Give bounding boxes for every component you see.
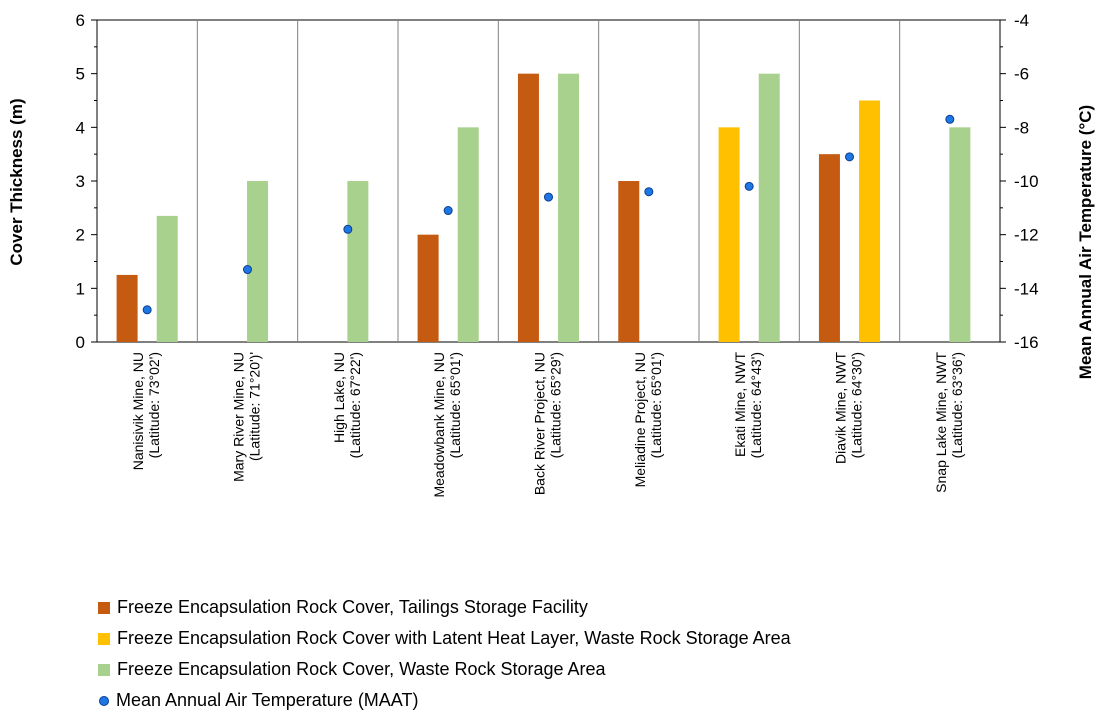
- bar: [949, 127, 971, 342]
- category-label-line: Meadowbank Mine, NU: [431, 352, 447, 498]
- bar: [618, 181, 640, 342]
- bar: [457, 127, 479, 342]
- category-label-line: (Latitude: 64°30'): [849, 352, 865, 458]
- maat-point: [142, 305, 152, 315]
- bar: [347, 181, 369, 342]
- category-separators: [196, 20, 901, 342]
- left-tick-label: 5: [76, 65, 85, 84]
- right-tick-label: -6: [1014, 65, 1029, 84]
- category-label-line: High Lake, NU: [331, 352, 347, 443]
- maat-point: [744, 181, 754, 191]
- category-label: Diavik Mine, NWT (Latitude: 64°30'): [833, 352, 865, 464]
- category-label-line: (Latitude: 64°43'): [748, 352, 764, 458]
- maat-point: [443, 206, 453, 216]
- left-tick-label: 6: [76, 11, 85, 30]
- category-label: Mary River Mine, NU (Latitude: 71°20')': [231, 352, 263, 482]
- category-label-line: (Latitude: 63°36'): [949, 352, 965, 458]
- legend-swatch: [98, 632, 110, 645]
- category-label-line: Nanisivik Mine, NU: [130, 352, 146, 470]
- left-tick-label: 3: [76, 172, 85, 191]
- category-labels: Nanisivik Mine, NU (Latitude: 73°02') Mary…: [130, 352, 965, 498]
- category-label-line: (Latitude: 67°22'): [347, 352, 363, 458]
- bar: [247, 181, 269, 342]
- category-label: Meliadine Project, NU (Latitude: 65°01'): [632, 352, 664, 487]
- legend-item: Freeze Encapsulation Rock Cover, Tailing…: [98, 592, 791, 623]
- right-tick-label: -16: [1014, 333, 1039, 352]
- bar: [417, 234, 439, 342]
- category-label-line: (Latitude: 73°02'): [146, 352, 162, 458]
- bar: [818, 154, 840, 342]
- legend-item: Freeze Encapsulation Rock Cover, Waste R…: [98, 654, 791, 685]
- category-label-line: (Latitude: 65°29'): [548, 352, 564, 458]
- maat-point: [845, 152, 854, 162]
- category-label-line: Mary River Mine, NU: [231, 352, 247, 482]
- category-label: Meadowbank Mine, NU (Latitude: 65°01'): [431, 352, 463, 498]
- right-tick-label: -8: [1014, 118, 1029, 137]
- maat-point: [544, 192, 553, 202]
- chart: 0 1 2 3 4 5 6 -16 -14 -12 -10 -8 -6 -4 Nanisivik Min…: [7, 11, 1095, 498]
- left-axis-title: Cover Thickness (m): [7, 98, 26, 265]
- bars: [116, 73, 971, 343]
- legend-label: Freeze Encapsulation Rock Cover, Waste R…: [117, 659, 606, 679]
- left-tick-label: 1: [76, 279, 85, 298]
- category-label-line: (Latitude: 65°01'): [447, 352, 463, 458]
- right-tick-label: -14: [1014, 279, 1039, 298]
- legend-label: Freeze Encapsulation Rock Cover with Lat…: [117, 628, 791, 648]
- category-label-line: Back River Project, NU: [532, 352, 548, 495]
- bar: [859, 100, 881, 342]
- legend-swatch: [98, 601, 110, 614]
- maat-point: [243, 265, 252, 275]
- legend-label: Mean Annual Air Temperature (MAAT): [116, 690, 419, 710]
- right-axis-title: Mean Annual Air Temperature (°C): [1076, 105, 1095, 379]
- bar: [758, 73, 780, 343]
- legend: Freeze Encapsulation Rock Cover, Tailing…: [98, 592, 791, 716]
- bar: [517, 73, 539, 343]
- left-tick-label: 4: [76, 118, 85, 137]
- category-label: Back River Project, NU (Latitude: 65°29'): [532, 352, 564, 495]
- maat-points: [142, 114, 955, 315]
- category-label-line: (Latitude: 71°20')': [247, 352, 263, 461]
- maat-point: [945, 114, 955, 124]
- category-label-line: (Latitude: 65°01'): [648, 352, 664, 458]
- right-tick-label: -10: [1014, 172, 1039, 191]
- category-label: High Lake, NU (Latitude: 67°22'): [331, 352, 363, 458]
- bar: [718, 127, 740, 342]
- legend-swatch: [98, 663, 110, 676]
- category-label-line: Ekati Mine, NWT: [732, 352, 748, 457]
- category-label: Snap Lake Mine, NWT (Latitude: 63°36'): [933, 352, 965, 493]
- category-label: Nanisivik Mine, NU (Latitude: 73°02'): [130, 352, 162, 470]
- left-axis: 0 1 2 3 4 5 6: [76, 11, 97, 352]
- maat-point: [343, 224, 353, 234]
- legend-marker: [99, 695, 109, 706]
- legend-item: Mean Annual Air Temperature (MAAT): [98, 685, 791, 716]
- category-label-line: Diavik Mine, NWT: [833, 352, 849, 464]
- left-tick-label: 2: [76, 226, 85, 245]
- category-label-line: Snap Lake Mine, NWT: [933, 352, 949, 493]
- left-tick-label: 0: [76, 333, 85, 352]
- maat-point: [644, 187, 654, 197]
- right-axis: -16 -14 -12 -10 -8 -6 -4: [1000, 11, 1039, 352]
- category-label: Ekati Mine, NWT (Latitude: 64°43'): [732, 352, 764, 459]
- bar: [116, 274, 138, 342]
- right-tick-label: -4: [1014, 11, 1029, 30]
- bar: [156, 215, 178, 342]
- category-label-line: Meliadine Project, NU: [632, 352, 648, 487]
- right-tick-label: -12: [1014, 226, 1039, 245]
- legend-label: Freeze Encapsulation Rock Cover, Tailing…: [117, 597, 588, 617]
- bar: [558, 73, 580, 343]
- legend-item: Freeze Encapsulation Rock Cover with Lat…: [98, 623, 791, 654]
